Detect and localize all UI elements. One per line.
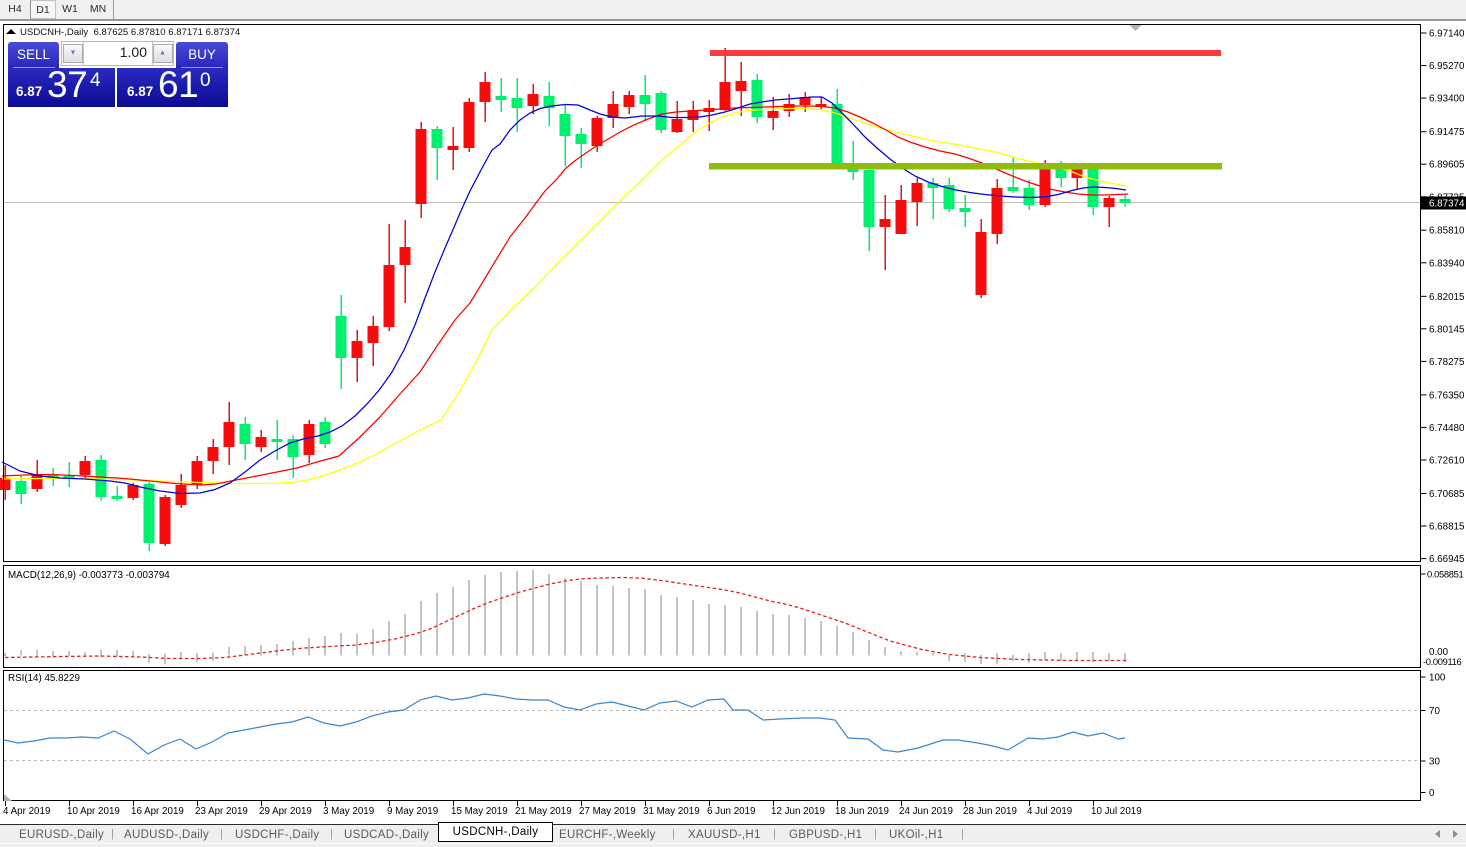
svg-text:3 May 2019: 3 May 2019: [323, 806, 374, 817]
svg-text:31 May 2019: 31 May 2019: [643, 806, 700, 817]
svg-text:MACD(12,26,9) -0.003773 -0.003: MACD(12,26,9) -0.003773 -0.003794: [8, 570, 170, 581]
svg-text:23 Apr 2019: 23 Apr 2019: [195, 806, 248, 817]
svg-text:6.83940: 6.83940: [1429, 258, 1465, 269]
svg-text:6.76350: 6.76350: [1429, 390, 1465, 401]
svg-text:6.74480: 6.74480: [1429, 423, 1465, 434]
svg-text:6.91475: 6.91475: [1429, 127, 1465, 138]
svg-text:21 May 2019: 21 May 2019: [515, 806, 572, 817]
svg-text:18 Jun 2019: 18 Jun 2019: [835, 806, 889, 817]
svg-text:6.93400: 6.93400: [1429, 94, 1465, 105]
svg-text:6.66945: 6.66945: [1429, 554, 1465, 565]
svg-text:70: 70: [1429, 706, 1440, 717]
svg-text:10 Jul 2019: 10 Jul 2019: [1091, 806, 1142, 817]
svg-text:100: 100: [1429, 673, 1446, 684]
svg-text:4 Apr 2019: 4 Apr 2019: [3, 806, 50, 817]
svg-text:30: 30: [1429, 757, 1440, 768]
svg-text:6.87374: 6.87374: [1429, 199, 1465, 210]
svg-text:10 Apr 2019: 10 Apr 2019: [67, 806, 120, 817]
svg-text:6.68815: 6.68815: [1429, 522, 1465, 533]
svg-text:6.70685: 6.70685: [1429, 489, 1465, 500]
svg-text:6.85810: 6.85810: [1429, 226, 1465, 237]
svg-text:-0.009116: -0.009116: [1423, 656, 1462, 667]
svg-text:0.058851: 0.058851: [1427, 569, 1463, 580]
svg-text:28 Jun 2019: 28 Jun 2019: [963, 806, 1017, 817]
svg-text:16 Apr 2019: 16 Apr 2019: [131, 806, 184, 817]
svg-text:15 May 2019: 15 May 2019: [451, 806, 508, 817]
svg-text:6 Jun 2019: 6 Jun 2019: [707, 806, 755, 817]
svg-text:6.78275: 6.78275: [1429, 357, 1465, 368]
svg-text:6.95270: 6.95270: [1429, 61, 1465, 72]
svg-text:29 Apr 2019: 29 Apr 2019: [259, 806, 312, 817]
svg-text:RSI(14) 45.8229: RSI(14) 45.8229: [8, 673, 80, 684]
svg-text:27 May 2019: 27 May 2019: [579, 806, 636, 817]
svg-text:6.97140: 6.97140: [1429, 29, 1465, 40]
svg-text:6.80145: 6.80145: [1429, 324, 1465, 335]
svg-text:6.82015: 6.82015: [1429, 292, 1465, 303]
svg-text:24 Jun 2019: 24 Jun 2019: [899, 806, 953, 817]
svg-text:6.89605: 6.89605: [1429, 160, 1465, 171]
svg-text:12 Jun 2019: 12 Jun 2019: [771, 806, 825, 817]
svg-text:6.72610: 6.72610: [1429, 456, 1465, 467]
svg-text:4 Jul 2019: 4 Jul 2019: [1027, 806, 1072, 817]
svg-text:9 May 2019: 9 May 2019: [387, 806, 438, 817]
svg-text:0.00: 0.00: [1429, 647, 1449, 658]
svg-text:0: 0: [1429, 788, 1435, 799]
